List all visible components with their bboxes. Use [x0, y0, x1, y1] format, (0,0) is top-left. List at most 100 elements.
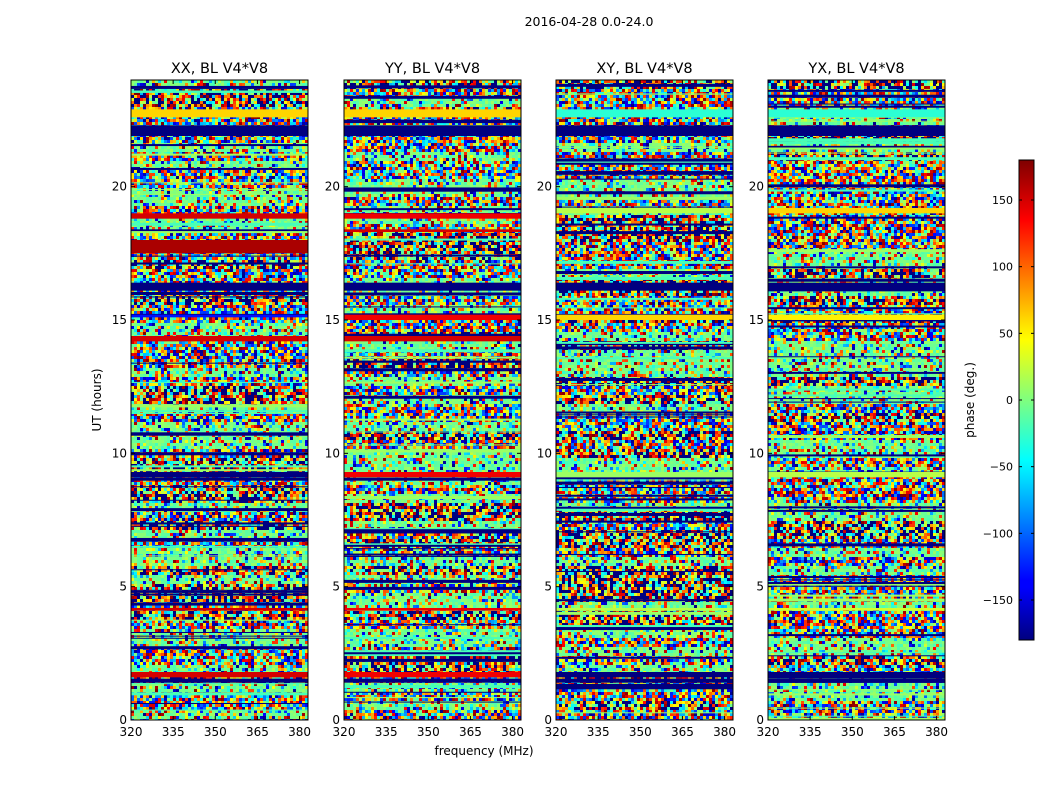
colorbar: 150 100 50 0 −50 −100 −150 phase (deg.)	[963, 159, 1035, 641]
y-tick-label: 15	[112, 313, 127, 327]
x-tick-label: 380	[288, 725, 311, 739]
streak	[768, 216, 945, 219]
phase-band	[344, 109, 521, 118]
streak	[768, 388, 945, 391]
streak	[131, 619, 308, 621]
streak	[768, 655, 945, 657]
x-tick-label: 350	[204, 725, 227, 739]
phase-band	[556, 314, 733, 320]
y-tick-label: 20	[112, 180, 127, 194]
phase-band	[344, 125, 521, 136]
x-tick-label: 350	[629, 725, 652, 739]
streak	[344, 418, 521, 421]
colorbar-tick-label: 150	[992, 194, 1013, 207]
streak	[344, 263, 521, 265]
panel-title: YX, BL V4*V8	[807, 61, 904, 77]
colorbar-label: phase (deg.)	[963, 362, 977, 438]
streak	[344, 701, 521, 703]
phase-band	[556, 608, 733, 611]
streak	[768, 147, 945, 150]
streak	[344, 553, 521, 556]
phase-band	[344, 678, 521, 683]
streak	[556, 494, 733, 497]
streak	[344, 495, 521, 499]
panel-3: XY, BL V4*V8 0 5 10 15 20 320 335 350 365 380	[537, 61, 736, 739]
streak	[131, 222, 308, 226]
streak	[768, 576, 945, 579]
x-tick-label: 365	[671, 725, 694, 739]
streak	[344, 349, 521, 353]
x-tick-label: 350	[841, 725, 864, 739]
panel-2: YY, BL V4*V8 0 5 10 15 20 320 335 350 365 380	[325, 61, 524, 739]
phase-band	[131, 240, 308, 254]
streak	[556, 384, 733, 386]
phase-band	[768, 125, 945, 136]
streak	[556, 174, 733, 176]
streak	[131, 167, 308, 170]
streak	[768, 371, 945, 374]
streak	[768, 313, 945, 315]
streak	[768, 141, 945, 145]
streak	[556, 481, 733, 485]
streak	[768, 249, 945, 253]
x-tick-label: 335	[799, 725, 822, 739]
phase-band	[556, 672, 733, 678]
x-tick-label: 365	[883, 725, 906, 739]
phase-band	[556, 678, 733, 683]
streak	[344, 120, 521, 124]
streak	[344, 449, 521, 453]
streak	[131, 432, 308, 436]
x-tick-label: 365	[246, 725, 269, 739]
panel-title: XY, BL V4*V8	[596, 61, 692, 77]
streak	[131, 412, 308, 414]
x-tick-label: 380	[925, 725, 948, 739]
x-tick-label: 320	[120, 725, 143, 739]
panel-frame	[767, 79, 946, 721]
streak	[131, 522, 308, 525]
streak	[556, 507, 733, 511]
phase-band	[344, 672, 521, 678]
streak	[556, 479, 733, 481]
streak	[768, 634, 945, 637]
x-tick-label: 335	[587, 725, 610, 739]
y-tick-label: 20	[325, 180, 340, 194]
phase-band	[768, 208, 945, 214]
streak	[768, 94, 945, 98]
streak	[768, 290, 945, 292]
streak	[768, 356, 945, 358]
streak	[344, 360, 521, 363]
streak	[768, 401, 945, 403]
streak	[131, 545, 308, 548]
streak	[131, 193, 308, 195]
streak	[556, 520, 733, 523]
phase-band	[344, 229, 521, 232]
streak	[768, 583, 945, 586]
streak	[131, 469, 308, 472]
panel-4: YX, BL V4*V8 0 5 10 15 20 320 335 350 365 380	[749, 61, 948, 739]
streak	[768, 579, 945, 581]
phase-band	[768, 678, 945, 683]
phase-band	[131, 125, 308, 136]
streak	[344, 697, 521, 699]
colorbar-tick-label: −50	[990, 461, 1013, 474]
streak	[344, 208, 521, 211]
streak	[344, 95, 521, 99]
streak	[131, 602, 308, 606]
streak	[768, 89, 945, 92]
streak	[131, 144, 308, 147]
streak	[131, 189, 308, 191]
streak	[768, 189, 945, 192]
streak	[556, 171, 733, 175]
phase-band	[768, 672, 945, 678]
streak	[556, 377, 733, 381]
streak	[768, 598, 945, 602]
streak	[131, 593, 308, 596]
streak	[344, 685, 521, 689]
y-tick-label: 15	[749, 313, 764, 327]
streak	[131, 538, 308, 542]
streak	[556, 599, 733, 602]
phase-band	[556, 282, 733, 291]
x-tick-label: 320	[757, 725, 780, 739]
phase-band	[556, 109, 733, 118]
streak	[556, 276, 733, 280]
